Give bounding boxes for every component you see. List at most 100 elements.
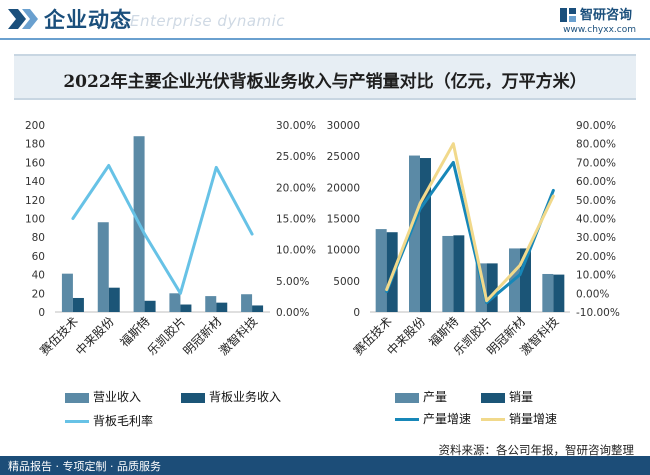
- left-y-tick-label: 80: [32, 232, 45, 244]
- header-divider: [0, 38, 650, 40]
- legend-backsheet-revenue-label: 背板业务收入: [209, 390, 282, 404]
- legend-output-label: 产量: [423, 390, 448, 404]
- legend-margin-label: 背板毛利率: [93, 414, 154, 428]
- right-y2-tick-label: 20.00%: [576, 251, 616, 263]
- right-y-tick-label: 30000: [327, 120, 360, 132]
- left-y-tick-label: 20: [32, 288, 45, 300]
- right-y-tick-label: 15000: [327, 214, 360, 226]
- left-y2-tick-label: 10.00%: [276, 245, 316, 257]
- right-y2-tick-label: -10.00%: [576, 307, 620, 319]
- left-bar-营业收入: [97, 222, 109, 312]
- left-category-label: 激智科技: [216, 314, 261, 359]
- right-bar-销量: [553, 274, 565, 312]
- legend-output-growth-swatch: [395, 418, 419, 421]
- right-y2-tick-label: 40.00%: [576, 214, 616, 226]
- left-legend: 营业收入 背板业务收入 背板毛利率: [65, 388, 315, 438]
- left-y-tick-label: 200: [25, 120, 45, 132]
- brand-mark-icon: [559, 7, 576, 22]
- footer-bar: 精品报告 · 专项定制 · 品质服务: [0, 456, 650, 475]
- legend-output-swatch: [395, 392, 419, 403]
- legend-output-growth-label: 产量增速: [423, 412, 472, 426]
- right-y2-tick-label: 70.00%: [576, 157, 616, 169]
- right-y2-tick-label: 80.00%: [576, 139, 616, 151]
- left-y-tick-label: 180: [25, 139, 45, 151]
- brand-logo: 智研咨询: [559, 4, 632, 24]
- left-category-label: 明冠新材: [180, 314, 225, 359]
- left-bar-背板业务收入: [252, 305, 264, 312]
- left-bar-背板业务收入: [72, 297, 84, 312]
- left-y-tick-label: 140: [25, 176, 45, 188]
- left-bar-营业收入: [241, 294, 253, 312]
- legend-margin: 背板毛利率: [65, 412, 153, 429]
- right-bar-销量: [486, 263, 498, 312]
- right-y-tick-label: 10000: [327, 245, 360, 257]
- left-category-label: 乐凯胶片: [144, 314, 189, 359]
- left-y-tick-label: 0: [38, 307, 45, 319]
- right-bar-销量: [453, 235, 465, 312]
- right-bar-产量: [442, 235, 454, 312]
- legend-sales: 销量: [481, 388, 533, 405]
- left-line-背板毛利率: [71, 164, 254, 295]
- left-bar-营业收入: [205, 296, 217, 312]
- right-bar-销量: [420, 158, 431, 312]
- right-y2-tick-label: 60.00%: [576, 176, 616, 188]
- chart-title-box: 2022年主要企业光伏背板业务收入与产销量对比（亿元，万平方米）: [14, 54, 636, 100]
- legend-backsheet-revenue-swatch: [181, 392, 205, 403]
- right-y-tick-label: 25000: [327, 151, 360, 163]
- legend-sales-swatch: [481, 392, 505, 403]
- legend-sales-label: 销量: [509, 390, 534, 404]
- right-chart: 0 5000 10000 15000 20000 25000 30000 -10.00% 0.0…: [327, 120, 620, 358]
- source-note: 资料来源：各公司年报，智研咨询整理: [438, 443, 635, 457]
- right-legend: 产量 销量 产量增速 销量增速: [395, 388, 635, 438]
- left-y-tick-label: 160: [25, 157, 45, 169]
- footer-text: 精品报告 · 专项定制 · 品质服务: [8, 460, 161, 473]
- left-y-tick-label: 60: [32, 251, 45, 263]
- right-bar-销量: [520, 248, 531, 312]
- legend-margin-swatch: [65, 420, 89, 423]
- right-y2-tick-label: 0.00%: [576, 288, 609, 300]
- left-y2-tick-label: 0.00%: [276, 307, 309, 319]
- section-subtitle: Enterprise dynamic: [130, 12, 286, 30]
- legend-sales-growth: 销量增速: [481, 410, 557, 427]
- left-bar-背板业务收入: [108, 287, 120, 312]
- header: 企业动态 Enterprise dynamic 智研咨询 www.chyxx.c…: [0, 0, 650, 40]
- legend-revenue-swatch: [65, 392, 89, 403]
- left-bar-背板业务收入: [180, 304, 192, 312]
- brand-url: www.chyxx.com: [563, 25, 636, 35]
- left-chart: 0 20 40 60 80 100 120 140 160 180 200 0.00% 5.00% 10.…: [25, 120, 316, 359]
- right-y2-tick-label: 50.00%: [576, 195, 616, 207]
- right-line-产量增速: [385, 160, 555, 305]
- left-y2-tick-label: 30.00%: [276, 120, 316, 132]
- legend-sales-growth-label: 销量增速: [509, 412, 558, 426]
- legend-backsheet-revenue: 背板业务收入: [181, 388, 281, 405]
- legend-revenue-label: 营业收入: [93, 390, 142, 404]
- right-bar-产量: [375, 229, 387, 312]
- right-bar-产量: [542, 273, 554, 312]
- section-title: 企业动态: [44, 8, 132, 32]
- left-y2-tick-label: 15.00%: [276, 214, 316, 226]
- left-y2-tick-label: 25.00%: [276, 151, 316, 163]
- legend-output-growth: 产量增速: [395, 410, 471, 427]
- right-y-tick-label: 0: [353, 307, 360, 319]
- legend-output: 产量: [395, 388, 447, 405]
- chevron-icon: [8, 9, 38, 29]
- left-bar-营业收入: [169, 293, 181, 312]
- right-y-tick-label: 20000: [327, 182, 360, 194]
- left-y-tick-label: 100: [25, 214, 45, 226]
- right-bar-产量: [475, 263, 487, 312]
- brand-name: 智研咨询: [579, 8, 632, 23]
- left-bar-背板业务收入: [216, 302, 228, 312]
- right-bar-产量: [409, 155, 420, 312]
- chart-title: 2022年主要企业光伏背板业务收入与产销量对比（亿元，万平方米）: [63, 72, 587, 92]
- right-y2-tick-label: 10.00%: [576, 270, 616, 282]
- right-y2-tick-label: 90.00%: [576, 120, 616, 132]
- left-bar-营业收入: [61, 273, 73, 312]
- right-line-销量增速: [385, 142, 555, 303]
- left-category-label: 中来股份: [72, 314, 117, 359]
- left-bar-背板业务收入: [144, 300, 156, 312]
- legend-revenue: 营业收入: [65, 388, 141, 405]
- right-y2-tick-label: 30.00%: [576, 232, 616, 244]
- left-y2-tick-label: 20.00%: [276, 182, 316, 194]
- right-y-tick-label: 5000: [333, 276, 360, 288]
- left-y-tick-label: 120: [25, 195, 45, 207]
